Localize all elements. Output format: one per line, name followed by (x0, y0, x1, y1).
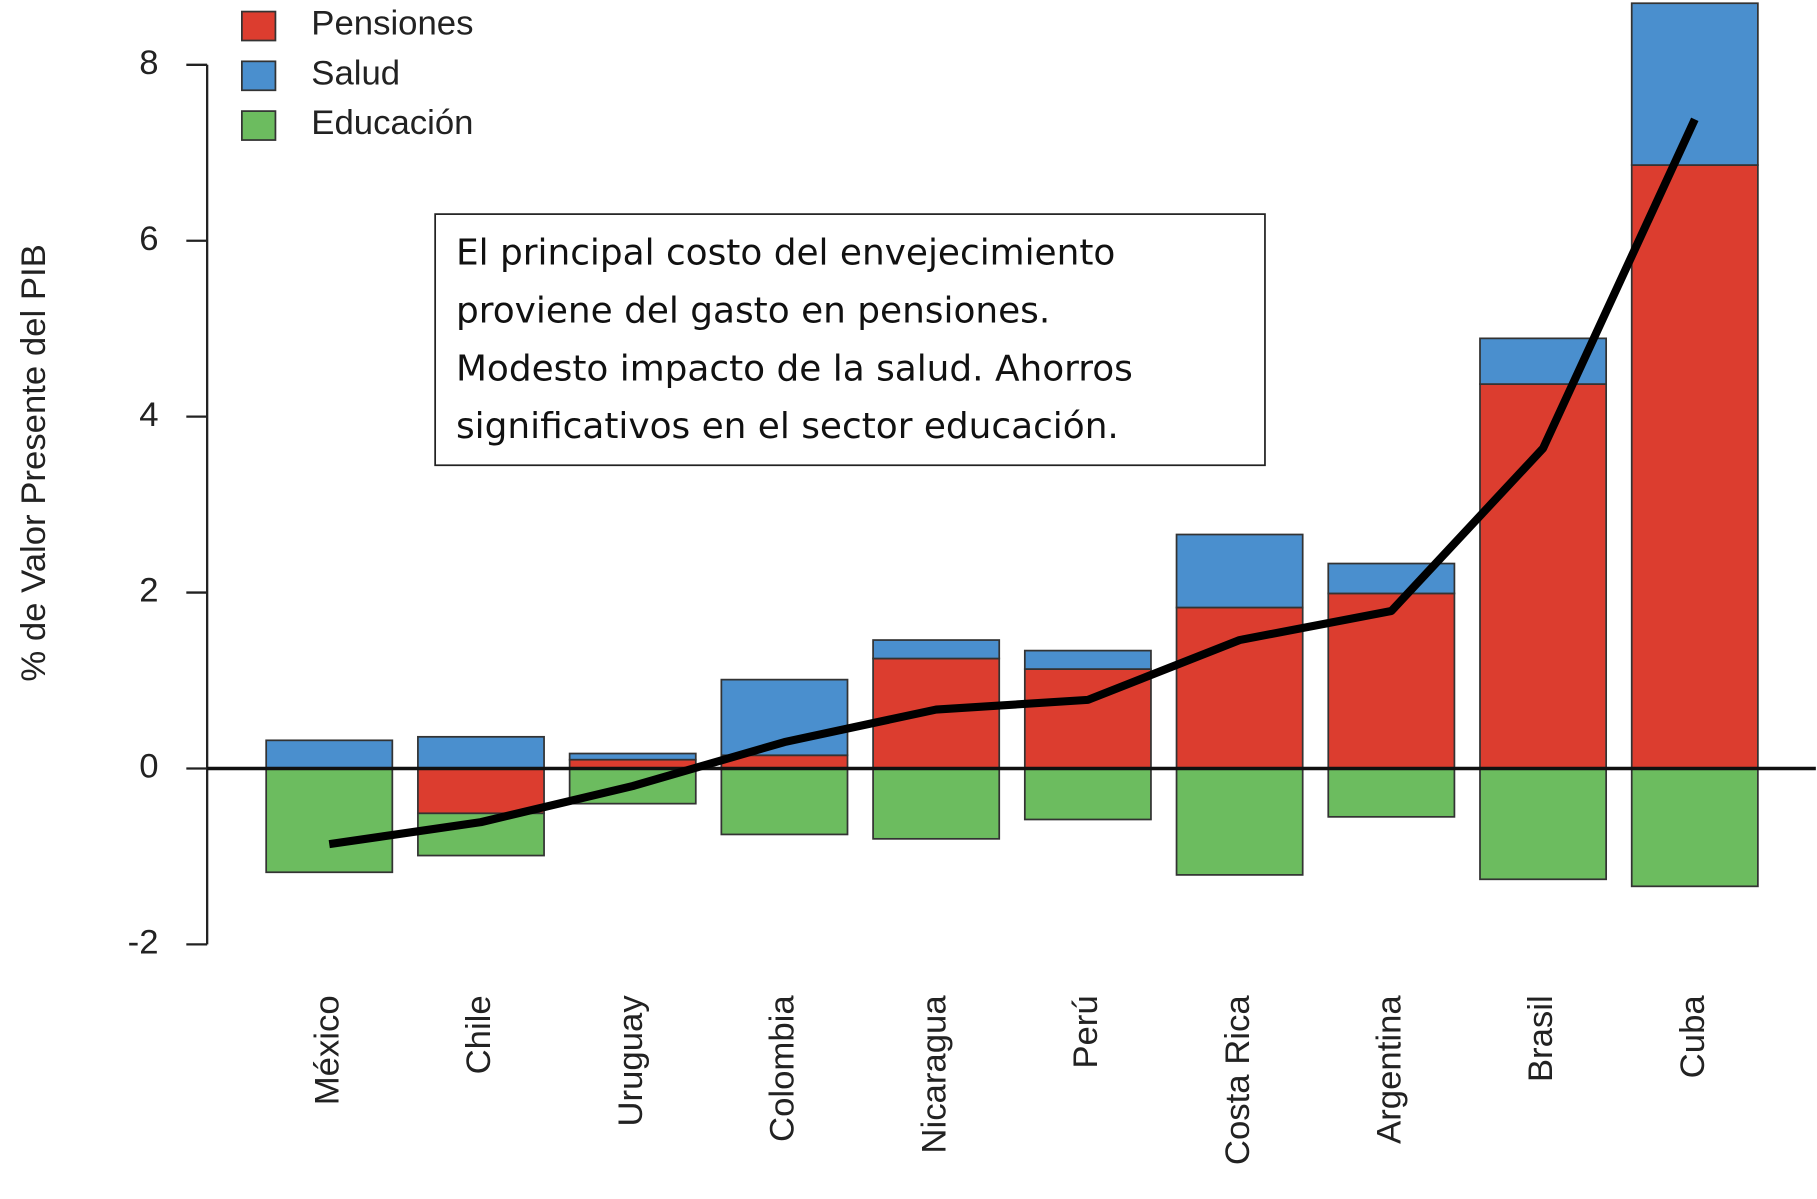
bar-segment (1327, 767, 1456, 818)
x-tick-label: Uruguay (612, 995, 650, 1127)
bar-segment (872, 639, 1001, 660)
y-tick-label: -2 (128, 924, 159, 962)
x-tick-label: Costa Rica (1219, 995, 1257, 1165)
annotation-line: significativos en el sector educación. (456, 406, 1119, 447)
bar-segment (1630, 767, 1759, 888)
bar-segment (720, 767, 849, 836)
bar-segment (568, 752, 697, 761)
x-tick-label: Colombia (764, 995, 802, 1142)
y-tick-label: 8 (139, 44, 158, 82)
bar-segment (872, 767, 1001, 840)
y-tick-label: 0 (139, 748, 158, 786)
legend-label: Salud (311, 54, 400, 92)
x-tick-label: Argentina (1371, 995, 1409, 1144)
legend-swatch (241, 60, 277, 92)
bar-segment (1175, 533, 1304, 609)
x-tick-label: Cuba (1674, 995, 1712, 1079)
x-tick-label: Brasil (1522, 995, 1560, 1082)
bar-segment (265, 739, 394, 770)
x-tick-label: Nicaragua (915, 995, 953, 1154)
y-tick-label: 6 (139, 220, 158, 258)
bar-segment (1023, 649, 1152, 670)
bar-segment (1175, 767, 1304, 876)
bar-segment (417, 735, 545, 770)
bar-segment (1479, 767, 1608, 881)
legend-swatch (241, 110, 277, 141)
bar-segment (265, 767, 394, 874)
legend-label: Educación (311, 104, 473, 142)
net-line (328, 117, 1699, 849)
bar-segment (1630, 2, 1759, 166)
x-tick-label: México (308, 995, 346, 1105)
annotation-line: Modesto impacto de la salud. Ahorros (456, 348, 1133, 389)
annotation-line: El principal costo del envejecimiento (456, 233, 1115, 274)
bar-segment (417, 767, 545, 815)
bar-segment (1630, 164, 1759, 770)
legend-label: Pensiones (311, 5, 473, 43)
annotation-line: proviene del gasto en pensiones. (456, 290, 1050, 331)
legend-swatch (241, 10, 277, 42)
y-tick-label: 2 (139, 572, 158, 610)
annotation-box (434, 213, 1266, 467)
y-axis-label: % de Valor Presente del PIB (15, 244, 53, 681)
x-tick-label: Chile (460, 995, 498, 1074)
y-tick-label: 4 (139, 396, 158, 434)
bar-segment (1023, 767, 1152, 821)
x-tick-label: Perú (1067, 995, 1105, 1068)
bar-segment (1327, 562, 1456, 595)
